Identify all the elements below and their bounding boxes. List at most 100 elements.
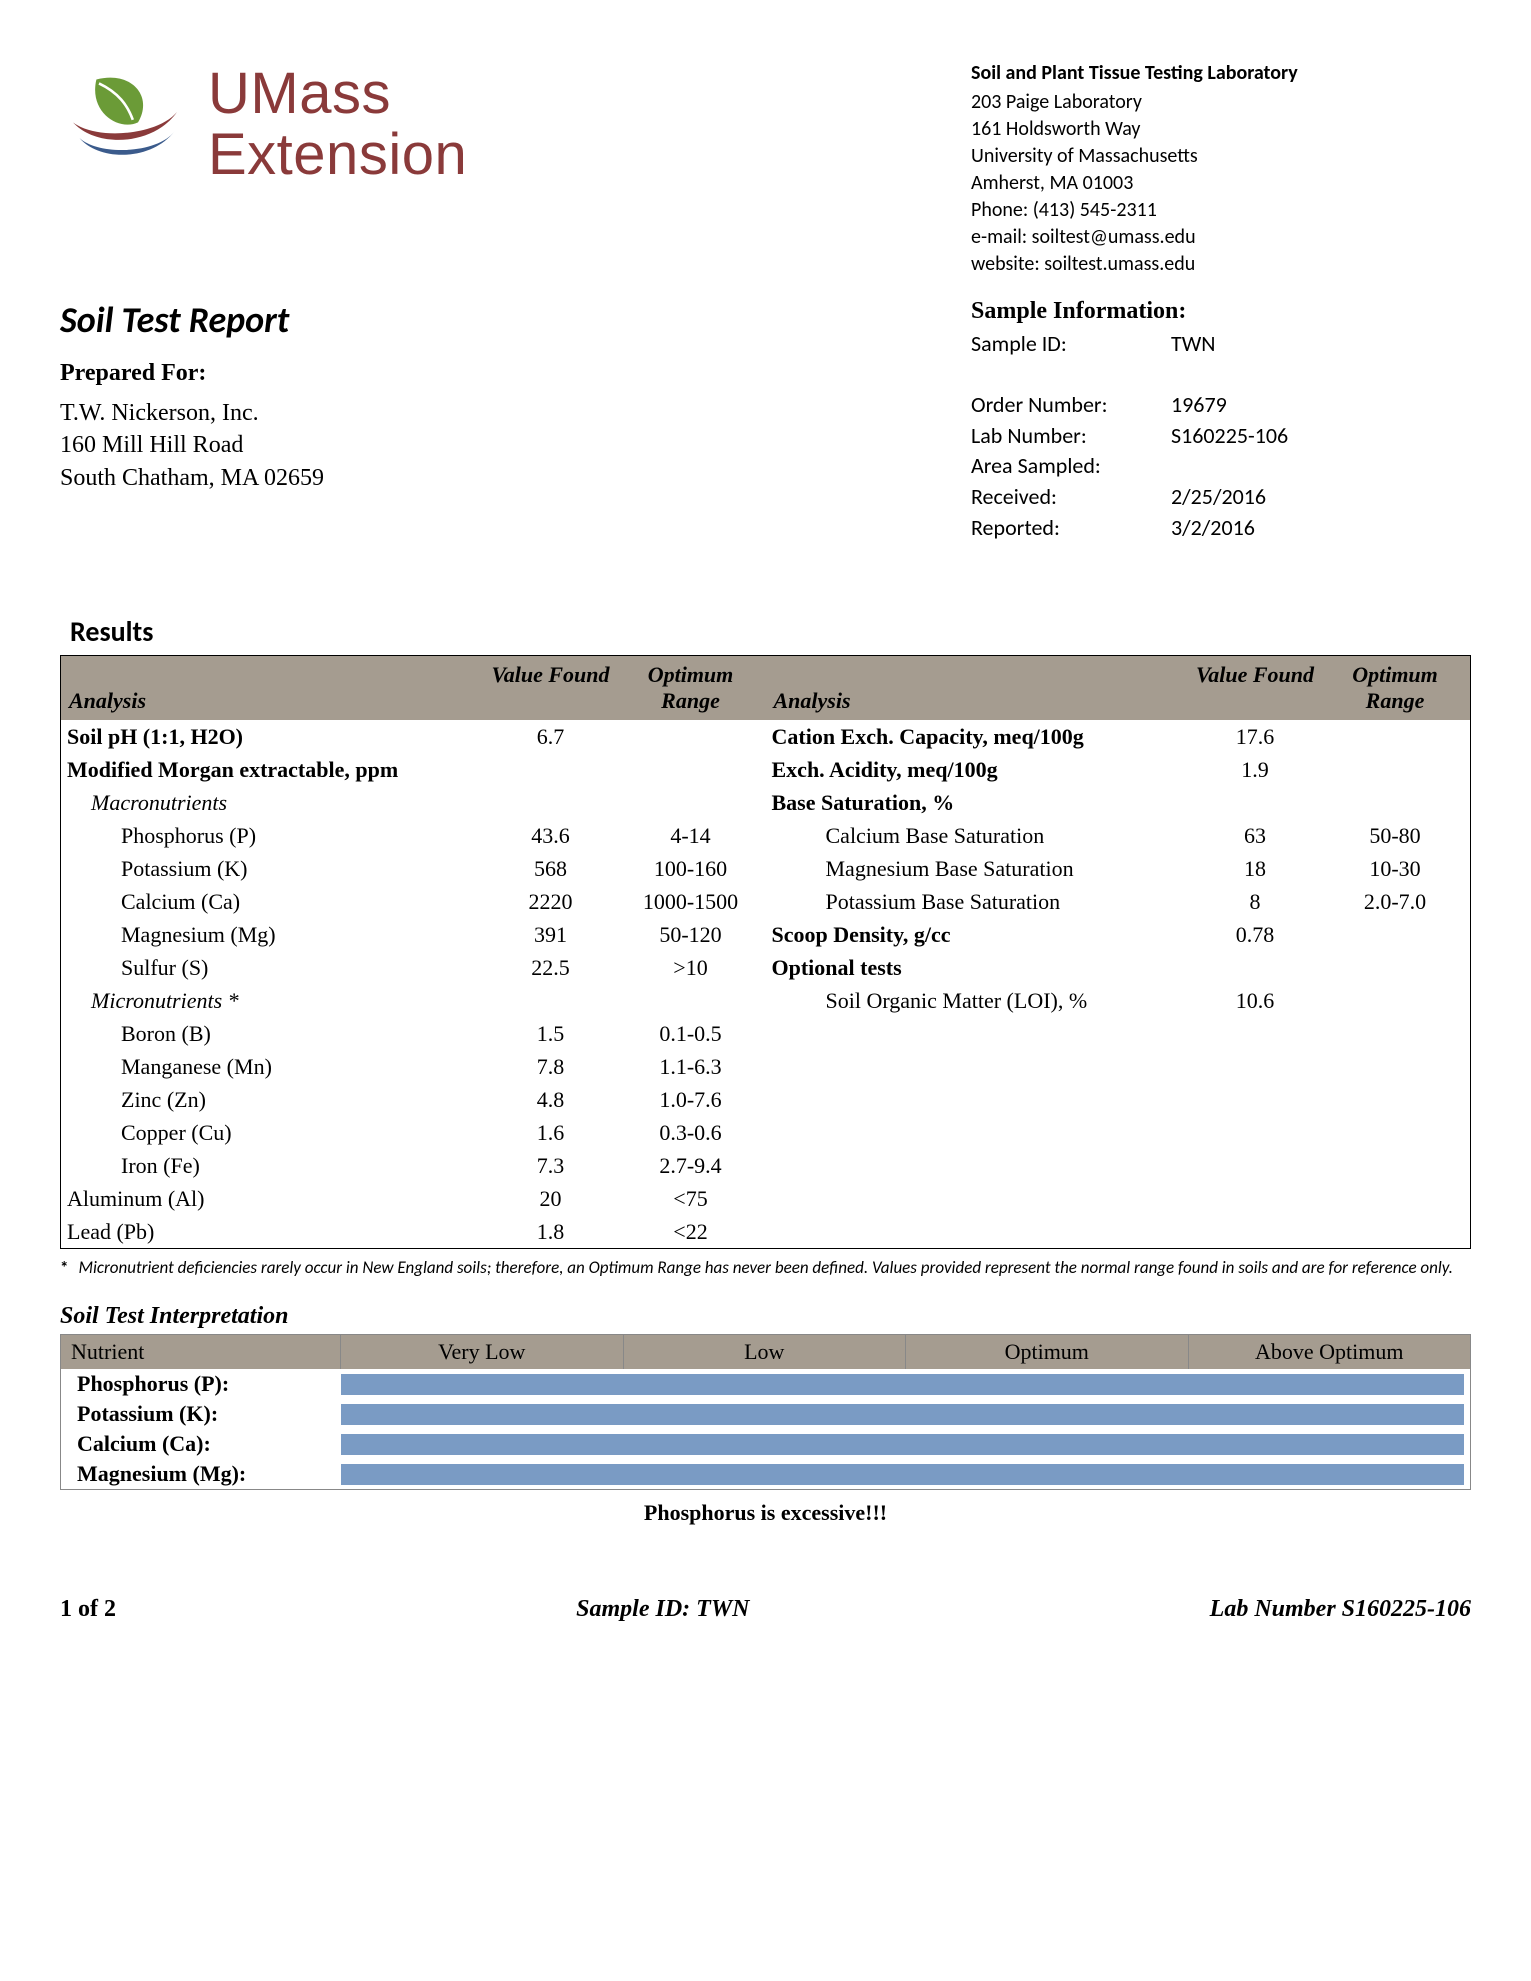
footer-sample-id: Sample ID: TWN <box>576 1596 749 1623</box>
value-found: 1.6 <box>486 1116 616 1149</box>
table-row: Boron (B)1.50.1-0.5 <box>61 1017 766 1050</box>
interp-table: Nutrient Very Low Low Optimum Above Opti… <box>60 1334 1471 1490</box>
value-found <box>1190 786 1320 819</box>
table-row: Cation Exch. Capacity, meq/100g17.6 <box>766 720 1471 753</box>
interp-body: Phosphorus (P): Potassium (K): Calcium (Ca… <box>61 1369 1470 1489</box>
col-range: Optimum Range <box>616 656 766 720</box>
analysis-label: Modified Morgan extractable, ppm <box>61 753 486 786</box>
lab-line: 161 Holdsworth Way <box>971 116 1471 143</box>
results-left-col: Soil pH (1:1, H2O)6.7Modified Morgan ext… <box>61 720 766 1248</box>
optimum-range <box>1320 720 1470 753</box>
interp-bar <box>341 1464 1464 1485</box>
analysis-label: Soil Organic Matter (LOI), % <box>766 984 1191 1017</box>
area-label: Area Sampled: <box>971 451 1171 482</box>
interp-col-above: Above Optimum <box>1189 1335 1471 1369</box>
excessive-note: Phosphorus is excessive!!! <box>60 1500 1471 1526</box>
optimum-range: 50-120 <box>616 918 766 951</box>
value-found <box>1190 951 1320 984</box>
sample-info-title: Sample Information: <box>971 298 1471 325</box>
results-table: Analysis Value Found Optimum Range Analy… <box>60 655 1471 1249</box>
table-row: Lead (Pb)1.8<22 <box>61 1215 766 1248</box>
table-row: Iron (Fe)7.32.7-9.4 <box>61 1149 766 1182</box>
interp-bar <box>341 1434 1464 1455</box>
prepared-for-address: T.W. Nickerson, Inc. 160 Mill Hill Road … <box>60 397 710 494</box>
interp-nutrient-label: Calcium (Ca): <box>61 1431 341 1457</box>
optimum-range: 10-30 <box>1320 852 1470 885</box>
table-row: Macronutrients <box>61 786 766 819</box>
received-row: Received: 2/25/2016 <box>971 482 1471 513</box>
value-found: 22.5 <box>486 951 616 984</box>
col-range: Optimum Range <box>1320 656 1470 720</box>
umass-extension-logo-icon <box>60 60 190 190</box>
value-found: 10.6 <box>1190 984 1320 1017</box>
interp-header: Nutrient Very Low Low Optimum Above Opti… <box>61 1335 1470 1369</box>
optimum-range <box>1320 918 1470 951</box>
optimum-range: 2.0-7.0 <box>1320 885 1470 918</box>
table-row: Soil Organic Matter (LOI), %10.6 <box>766 984 1471 1017</box>
logo-text: UMass Extension <box>208 64 467 186</box>
col-value: Value Found <box>1190 656 1320 720</box>
interp-bar-wrap <box>341 1370 1470 1399</box>
table-row: Phosphorus (P)43.64-14 <box>61 819 766 852</box>
interp-nutrient-label: Potassium (K): <box>61 1401 341 1427</box>
lab-line: website: soiltest.umass.edu <box>971 251 1471 278</box>
received-label: Received: <box>971 482 1171 513</box>
interp-bar-wrap <box>341 1430 1470 1459</box>
table-row: Soil pH (1:1, H2O)6.7 <box>61 720 766 753</box>
interp-nutrient-label: Phosphorus (P): <box>61 1371 341 1397</box>
table-row: Exch. Acidity, meq/100g1.9 <box>766 753 1471 786</box>
interp-bar-wrap <box>341 1400 1470 1429</box>
value-found: 2220 <box>486 885 616 918</box>
col-value: Value Found <box>486 656 616 720</box>
lab-line: Phone: (413) 545-2311 <box>971 197 1471 224</box>
value-found: 6.7 <box>486 720 616 753</box>
logo-line2: Extension <box>208 125 467 186</box>
analysis-label: Scoop Density, g/cc <box>766 918 1191 951</box>
interp-row: Calcium (Ca): <box>61 1429 1470 1459</box>
sample-id-value: TWN <box>1171 329 1216 360</box>
value-found: 18 <box>1190 852 1320 885</box>
optimum-range <box>616 984 766 1017</box>
value-found: 7.3 <box>486 1149 616 1182</box>
interp-col-optimum: Optimum <box>906 1335 1189 1369</box>
optimum-range: 2.7-9.4 <box>616 1149 766 1182</box>
analysis-label: Calcium (Ca) <box>61 885 486 918</box>
report-title: Soil Test Report <box>60 298 710 342</box>
col-analysis: Analysis <box>61 656 486 720</box>
analysis-label: Soil pH (1:1, H2O) <box>61 720 486 753</box>
footnote-text: Micronutrient deficiencies rarely occur … <box>78 1257 1452 1278</box>
optimum-range <box>1320 951 1470 984</box>
optimum-range: <22 <box>616 1215 766 1248</box>
report-left: Soil Test Report Prepared For: T.W. Nick… <box>60 298 710 544</box>
analysis-label: Magnesium (Mg) <box>61 918 486 951</box>
sample-id-row: Sample ID: TWN <box>971 329 1471 360</box>
lab-title: Soil and Plant Tissue Testing Laboratory <box>971 60 1471 87</box>
value-found: 20 <box>486 1182 616 1215</box>
footer-labnum: Lab Number S160225-106 <box>1210 1596 1471 1623</box>
page-header: UMass Extension Soil and Plant Tissue Te… <box>60 60 1471 278</box>
page-number: 1 of 2 <box>60 1596 116 1623</box>
value-found: 0.78 <box>1190 918 1320 951</box>
interp-nutrient-label: Magnesium (Mg): <box>61 1461 341 1487</box>
table-row: Manganese (Mn)7.81.1-6.3 <box>61 1050 766 1083</box>
results-body: Soil pH (1:1, H2O)6.7Modified Morgan ext… <box>61 720 1470 1248</box>
analysis-label: Micronutrients * <box>61 984 486 1017</box>
analysis-label: Base Saturation, % <box>766 786 1191 819</box>
value-found: 4.8 <box>486 1083 616 1116</box>
analysis-label: Boron (B) <box>61 1017 486 1050</box>
lab-line: University of Massachusetts <box>971 143 1471 170</box>
analysis-label: Magnesium Base Saturation <box>766 852 1191 885</box>
optimum-range: 1000-1500 <box>616 885 766 918</box>
analysis-label: Lead (Pb) <box>61 1215 486 1248</box>
lab-line: e-mail: soiltest@umass.edu <box>971 224 1471 251</box>
reported-value: 3/2/2016 <box>1171 513 1255 544</box>
analysis-label: Phosphorus (P) <box>61 819 486 852</box>
footnote-star: * <box>60 1257 68 1278</box>
results-header: Analysis Value Found Optimum Range Analy… <box>61 656 1470 720</box>
value-found <box>486 984 616 1017</box>
addr-line: South Chatham, MA 02659 <box>60 462 710 494</box>
results-right-col: Cation Exch. Capacity, meq/100g17.6Exch.… <box>766 720 1471 1248</box>
interp-col-verylow: Very Low <box>341 1335 624 1369</box>
value-found: 8 <box>1190 885 1320 918</box>
analysis-label: Cation Exch. Capacity, meq/100g <box>766 720 1191 753</box>
